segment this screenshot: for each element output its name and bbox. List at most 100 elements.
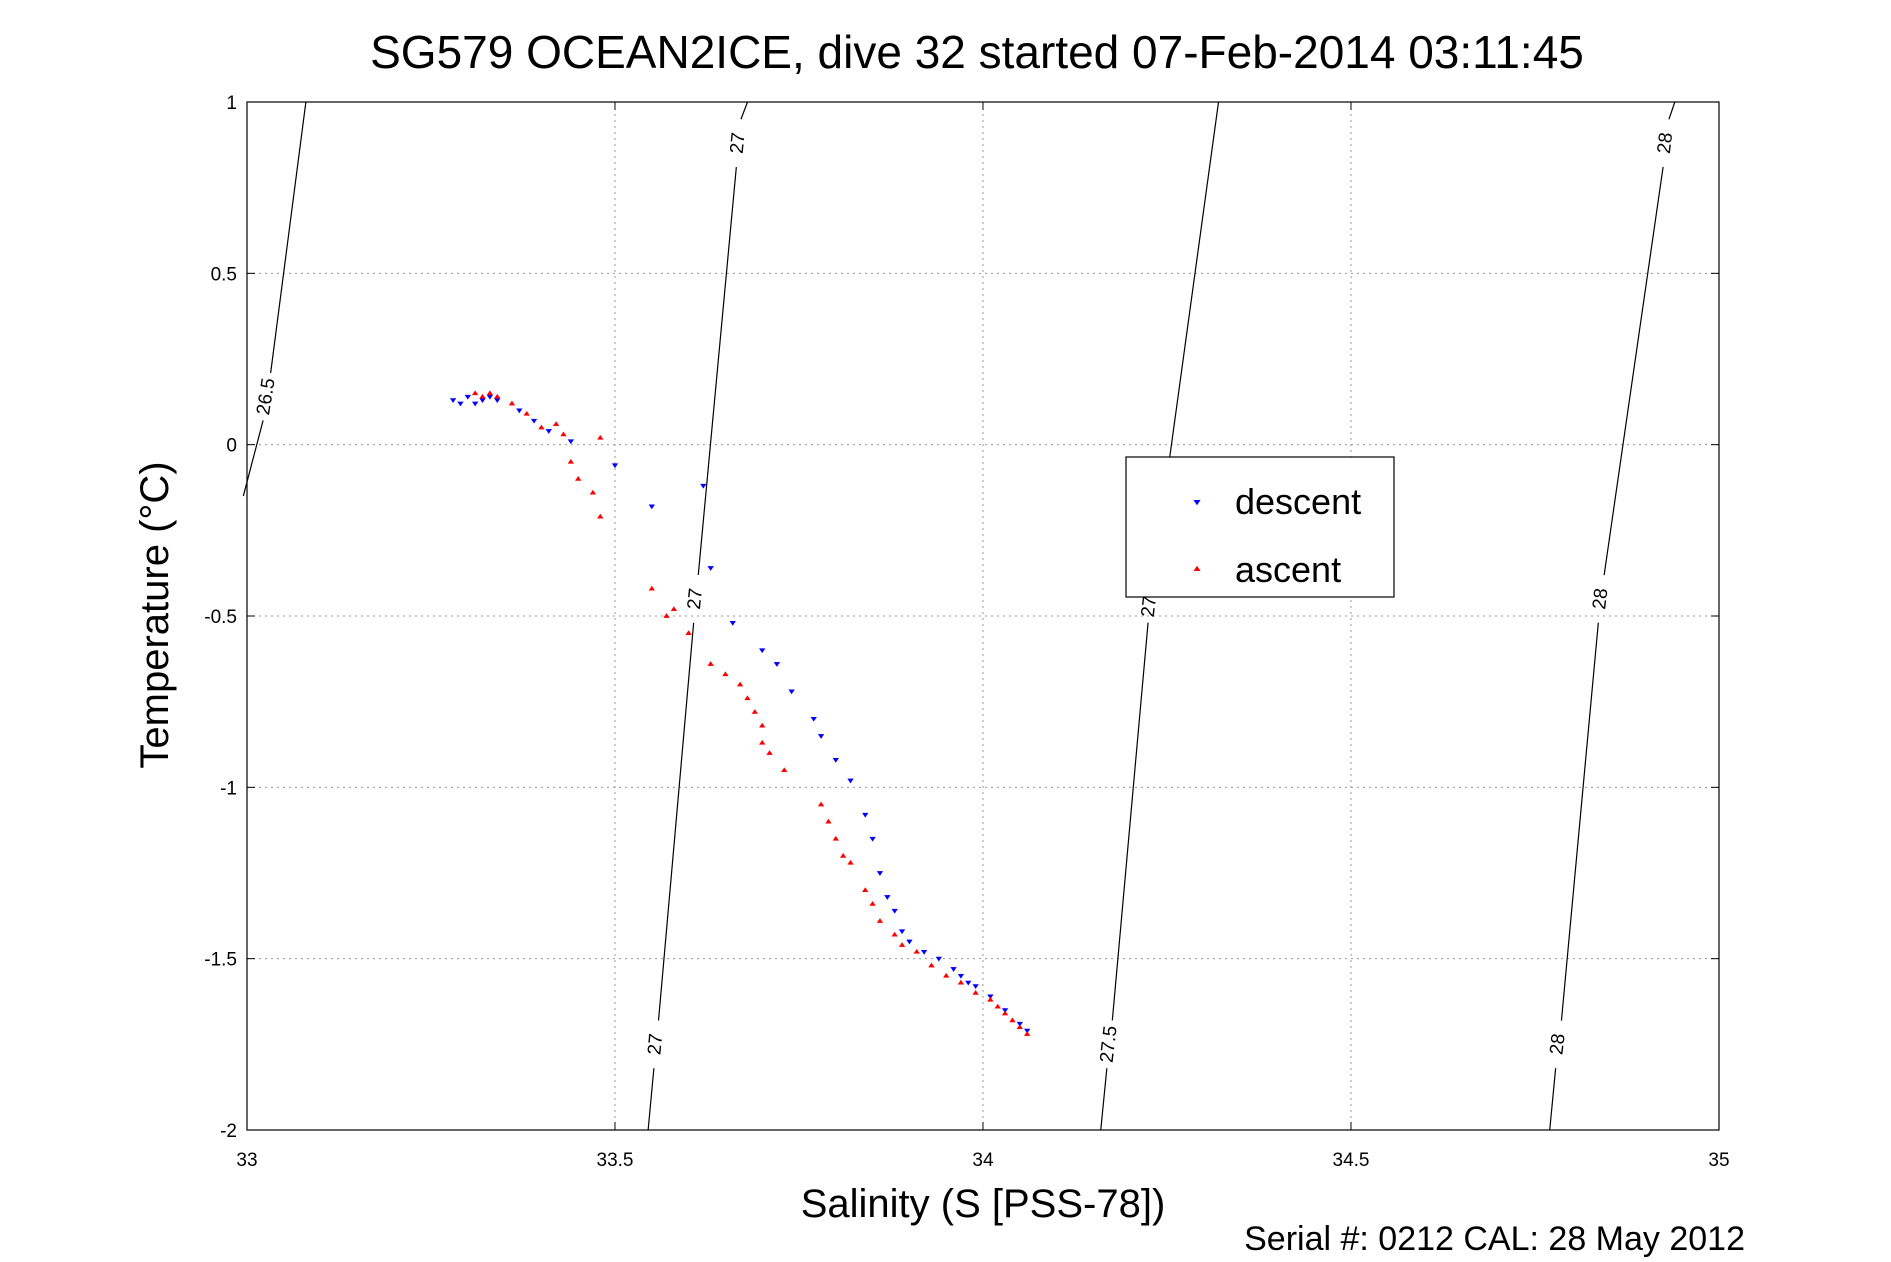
ascent-point: [744, 695, 751, 701]
descent-point: [898, 929, 906, 935]
ascent-point: [972, 990, 979, 995]
ascent-point: [839, 852, 847, 858]
x-axis-label: Salinity (S [PSS-78]): [801, 1182, 1166, 1226]
ascent-point: [486, 390, 494, 396]
x-tick-label: 35: [1708, 1150, 1729, 1171]
descent-point: [788, 689, 795, 695]
ascent-point: [479, 393, 486, 399]
isopycnal-28: [1549, 101, 1676, 1131]
y-tick-label: -1: [220, 778, 237, 799]
legend-marker-ascent: [1193, 565, 1201, 572]
ascent-point: [685, 630, 692, 635]
axis-ticks: 33 33.5 34 34.5 35 1 0.5 0 -0.5 -1 -1.5 -2: [204, 93, 1729, 1171]
descent-point: [862, 812, 869, 818]
descent-point: [464, 394, 471, 400]
data-points: [449, 390, 1031, 1036]
x-tick-label: 34.5: [1333, 1150, 1370, 1171]
isopycnal-label: 27: [684, 587, 707, 610]
descent-point: [707, 566, 714, 571]
x-tick-label: 33.5: [597, 1150, 634, 1171]
ascent-point: [943, 972, 950, 978]
ascent-point: [869, 900, 876, 906]
ascent-point: [766, 750, 773, 755]
ascent-point: [508, 400, 516, 406]
ascent-point: [928, 962, 935, 968]
legend-box: [1125, 456, 1395, 598]
legend: descent ascent: [1125, 456, 1395, 598]
ascent-point: [707, 661, 714, 666]
ascent-point: [913, 948, 920, 954]
ascent-point: [862, 887, 869, 892]
descent-point: [810, 716, 817, 722]
descent-point: [832, 758, 839, 763]
isopycnal-27: [647, 101, 749, 1131]
descent-point: [869, 836, 876, 842]
descent-point: [987, 994, 994, 1000]
ascent-point: [567, 458, 575, 464]
descent-point: [965, 980, 972, 986]
y-axis-label: Temperature (°C): [133, 461, 177, 768]
descent-point: [1001, 1008, 1009, 1013]
y-tick-label: 1: [226, 93, 237, 114]
ascent-point: [751, 709, 759, 714]
ascent-point: [957, 979, 965, 985]
legend-marker-descent: [1193, 499, 1201, 506]
ascent-point: [597, 513, 604, 519]
descent-point: [972, 984, 979, 989]
ascent-point: [759, 739, 766, 745]
descent-point: [729, 620, 736, 626]
descent-point: [486, 394, 494, 400]
descent-point: [700, 483, 707, 489]
ascent-point: [898, 942, 906, 947]
ascent-point: [1023, 1031, 1031, 1036]
isopycnal-26.5: [242, 101, 307, 497]
isopycnal-label: 27: [644, 1033, 667, 1056]
ascent-point: [648, 585, 655, 591]
ascent-point: [817, 801, 825, 807]
isopycnal-label: 26.5: [253, 377, 280, 417]
ascent-point: [670, 606, 678, 612]
ascent-point: [832, 835, 839, 841]
descent-point: [449, 398, 457, 404]
descent-point: [876, 871, 884, 876]
ascent-point: [736, 681, 744, 687]
ascent-point: [1016, 1024, 1023, 1030]
descent-point: [920, 949, 928, 955]
descent-point: [759, 648, 766, 654]
descent-point: [847, 778, 854, 784]
ascent-point: [825, 818, 832, 824]
descent-point: [545, 429, 552, 434]
isopycnal-label: 27.5: [1097, 1025, 1122, 1064]
legend-descent-triangle: [1193, 499, 1201, 506]
descent-point: [773, 662, 781, 667]
ascent-point: [781, 767, 788, 773]
ascent-point: [1001, 1010, 1009, 1016]
x-tick-label: 33: [236, 1150, 257, 1171]
descent-point: [1016, 1021, 1023, 1027]
ascent-point: [552, 421, 560, 426]
ascent-point: [876, 918, 884, 923]
isopycnal-label: 28: [1654, 131, 1677, 155]
y-tick-label: -0.5: [204, 607, 237, 628]
chart-title: SG579 OCEAN2ICE, dive 32 started 07-Feb-…: [370, 26, 1584, 78]
isopycnal-label: 28: [1589, 587, 1612, 611]
ascent-point: [597, 434, 604, 440]
descent-point: [567, 439, 575, 445]
ascent-point: [575, 476, 582, 481]
ascent-point: [538, 424, 545, 430]
descent-point: [1023, 1028, 1031, 1034]
ascent-point: [891, 931, 898, 937]
descent-point: [530, 418, 538, 424]
ascent-point: [1009, 1017, 1016, 1023]
descent-point: [471, 401, 479, 407]
legend-ascent-triangle: [1193, 565, 1201, 572]
serial-cal-footer: Serial #: 0212 CAL: 28 May 2012: [1244, 1220, 1745, 1258]
ascent-point: [560, 431, 567, 437]
ascent-point: [994, 1003, 1001, 1009]
ascent-point: [663, 613, 670, 618]
legend-label-ascent: ascent: [1235, 549, 1341, 590]
ascent-point: [589, 489, 597, 495]
ascent-point: [494, 393, 501, 399]
descent-point: [494, 398, 501, 404]
descent-point: [648, 504, 655, 510]
